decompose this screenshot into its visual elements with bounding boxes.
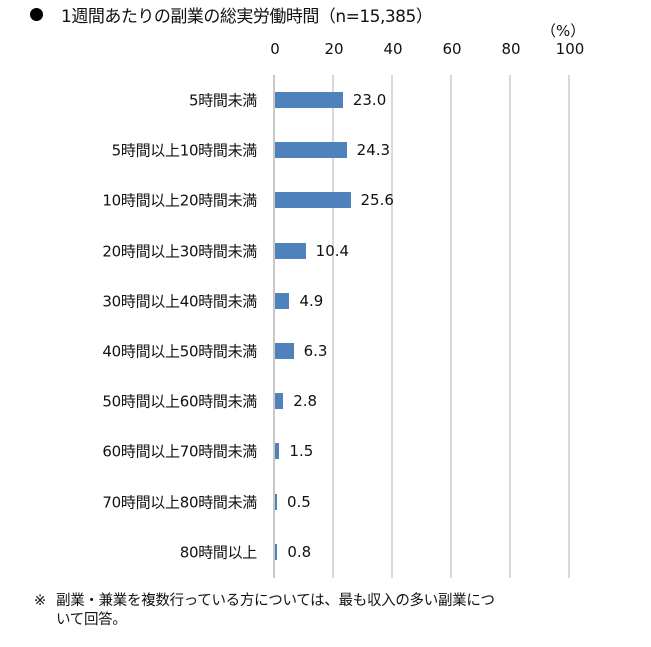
chart-title-text: 1週間あたりの副業の総実労働時間（n=15,385） [61, 7, 433, 27]
value-label: 4.9 [299, 291, 324, 310]
category-label: 10時間以上20時間未満 [102, 191, 257, 210]
category-label: 5時間未満 [188, 91, 257, 110]
footnote: ※ 副業・兼業を複数行っている方については、最も収入の多い副業につ いて回答。 [34, 592, 495, 630]
value-label: 6.3 [303, 342, 328, 360]
category-label: 60時間以上70時間未満 [102, 442, 257, 461]
bar [275, 292, 290, 309]
footnote-line2: いて回答。 [56, 612, 127, 628]
x-tick-label: 80 [501, 40, 521, 58]
chart-title: 1週間あたりの副業の総実労働時間（n=15,385） [30, 2, 433, 27]
footnote-mark: ※ [34, 593, 46, 609]
footnote-line1: 副業・兼業を複数行っている方については、最も収入の多い副業につ [56, 593, 495, 609]
category-label: 30時間以上40時間未満 [102, 292, 257, 311]
bullet-icon [30, 8, 43, 21]
gridline [568, 75, 570, 578]
bar [275, 192, 351, 209]
gridline [332, 75, 334, 578]
x-tick-label: 60 [442, 40, 462, 58]
category-label: 50時間以上60時間未満 [102, 392, 257, 411]
bar [275, 142, 347, 159]
gridline [273, 75, 275, 578]
gridline [450, 75, 452, 578]
value-label: 10.4 [315, 241, 350, 260]
value-label: 0.5 [287, 492, 311, 511]
x-tick-label: 40 [383, 40, 403, 58]
x-tick-label: 20 [324, 40, 344, 58]
value-label: 2.8 [293, 392, 318, 411]
bar [275, 343, 294, 359]
value-label: 0.8 [287, 542, 312, 561]
value-label: 23.0 [352, 91, 387, 109]
unit-label: （%） [541, 22, 586, 40]
x-tick-label: 0 [270, 40, 280, 58]
value-label: 1.5 [289, 442, 314, 461]
bar [275, 92, 343, 108]
category-label: 20時間以上30時間未満 [102, 242, 257, 261]
category-label: 70時間以上80時間未満 [102, 493, 257, 512]
x-tick-label: 100 [555, 40, 585, 58]
category-label: 40時間以上50時間未満 [102, 342, 257, 361]
category-label: 5時間以上10時間未満 [111, 141, 258, 160]
bar [275, 443, 280, 460]
bar [275, 393, 284, 410]
bar [275, 493, 277, 510]
bar [275, 242, 306, 259]
value-label: 24.3 [356, 141, 391, 160]
gridline [391, 75, 393, 578]
bar [275, 543, 278, 560]
value-label: 25.6 [360, 191, 394, 210]
gridline [509, 75, 511, 578]
category-label: 80時間以上 [179, 543, 258, 562]
